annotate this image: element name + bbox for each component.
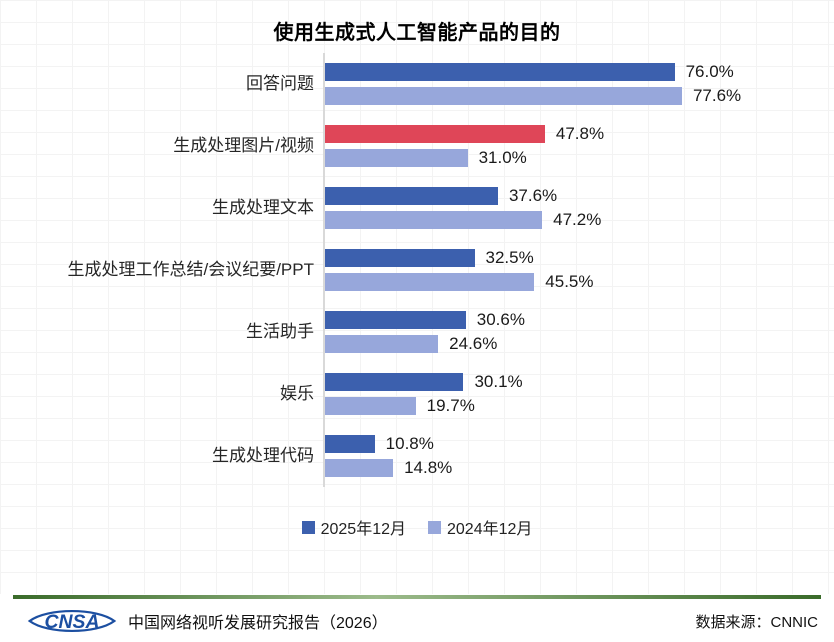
category-label: 生活助手: [246, 322, 314, 342]
category-label: 回答问题: [246, 74, 314, 94]
bar-line: 10.8%: [325, 434, 834, 453]
value-label: 30.1%: [474, 372, 523, 391]
value-label: 77.6%: [692, 86, 742, 105]
bar-pair: 32.5% 45.5%: [323, 239, 834, 301]
cnsa-logo-icon: CNSA: [27, 609, 117, 633]
legend-label: 2024年12月: [447, 521, 533, 538]
bar-line: 47.2%: [325, 210, 834, 229]
value-label: 47.8%: [555, 124, 605, 143]
bar-line: 37.6%: [325, 186, 834, 205]
bar-pair: 37.6% 47.2%: [323, 177, 834, 239]
bar-2025年12月: [325, 63, 675, 81]
bar-line: 77.6%: [325, 86, 834, 105]
category-label: 生成处理代码: [212, 446, 314, 466]
bar-pair: 30.1% 19.7%: [323, 363, 834, 425]
legend-item-2024: 2024年12月: [428, 515, 532, 539]
value-label: 47.2%: [553, 210, 602, 229]
bar-line: 47.8%: [325, 124, 834, 143]
legend-swatch-2025: [301, 520, 315, 534]
bar-line: 19.7%: [325, 396, 834, 415]
chart-row: 生成处理文本 37.6% 47.2%: [0, 177, 834, 239]
bar-2024年12月: [325, 87, 682, 105]
cnsa-logo-text: CNSA: [45, 611, 100, 633]
report-title: 中国网络视听发展研究报告（2026）: [128, 615, 388, 632]
footer-separator: [13, 595, 821, 599]
footer: CNSA 中国网络视听发展研究报告（2026） 数据来源：CNNIC: [0, 595, 834, 642]
bar-line: 14.8%: [325, 458, 834, 477]
value-label: 45.5%: [545, 272, 594, 291]
bar-2025年12月: [325, 125, 545, 143]
chart-area: 回答问题 76.0% 77.6% 生成处理图片/视频 47.8% 31.0% 生成处理文本 3…: [0, 53, 834, 487]
bar-line: 31.0%: [325, 148, 834, 167]
chart-row: 生活助手 30.6% 24.6%: [0, 301, 834, 363]
bar-2025年12月: [325, 187, 498, 205]
bar-2024年12月: [325, 149, 468, 167]
value-label: 14.8%: [404, 458, 453, 477]
chart-row: 回答问题 76.0% 77.6%: [0, 53, 834, 115]
category-label: 生成处理图片/视频: [173, 136, 314, 156]
bar-line: 30.6%: [325, 310, 834, 329]
bar-pair: 10.8% 14.8%: [323, 425, 834, 487]
value-label: 76.0%: [685, 62, 734, 81]
bar-2024年12月: [325, 459, 394, 477]
bar-2024年12月: [325, 397, 416, 415]
legend-swatch-2024: [428, 520, 441, 534]
value-label: 19.7%: [426, 396, 475, 415]
bar-2024年12月: [325, 273, 535, 291]
category-label: 娱乐: [280, 384, 314, 404]
chart-row: 生成处理工作总结/会议纪要/PPT 32.5% 45.5%: [0, 239, 834, 301]
bar-pair: 76.0% 77.6%: [323, 53, 834, 115]
value-label: 32.5%: [485, 248, 534, 267]
category-label: 生成处理工作总结/会议纪要/PPT: [67, 260, 314, 280]
bar-2024年12月: [325, 335, 439, 353]
bar-2025年12月: [325, 373, 464, 391]
chart-title: 使用生成式人工智能产品的目的: [273, 22, 561, 44]
value-label: 10.8%: [385, 434, 434, 453]
legend-item-2025: 2025年12月: [301, 515, 406, 539]
bar-2025年12月: [325, 311, 466, 329]
bar-2025年12月: [325, 435, 375, 453]
bar-pair: 47.8% 31.0%: [323, 115, 834, 177]
chart-row: 生成处理代码 10.8% 14.8%: [0, 425, 834, 487]
value-label: 37.6%: [508, 186, 558, 205]
bar-line: 32.5%: [325, 248, 834, 267]
bar-line: 24.6%: [325, 334, 834, 353]
category-label: 生成处理文本: [212, 198, 314, 218]
legend: 2025年12月 2024年12月: [0, 515, 834, 539]
bar-line: 45.5%: [325, 272, 834, 291]
bar-2025年12月: [325, 249, 475, 267]
chart-row: 娱乐 30.1% 19.7%: [0, 363, 834, 425]
chart-row: 生成处理图片/视频 47.8% 31.0%: [0, 115, 834, 177]
chart-rows: 回答问题 76.0% 77.6% 生成处理图片/视频 47.8% 31.0% 生成处理文本 3…: [0, 53, 834, 487]
bar-line: 30.1%: [325, 372, 834, 391]
value-label: 24.6%: [449, 334, 498, 353]
value-label: 30.6%: [476, 310, 525, 329]
data-source-label: 数据来源：CNNIC: [695, 613, 819, 631]
bar-line: 76.0%: [325, 62, 834, 81]
value-label: 31.0%: [478, 148, 527, 167]
bar-pair: 30.6% 24.6%: [323, 301, 834, 363]
legend-label: 2025年12月: [320, 521, 406, 538]
bar-2024年12月: [325, 211, 543, 229]
